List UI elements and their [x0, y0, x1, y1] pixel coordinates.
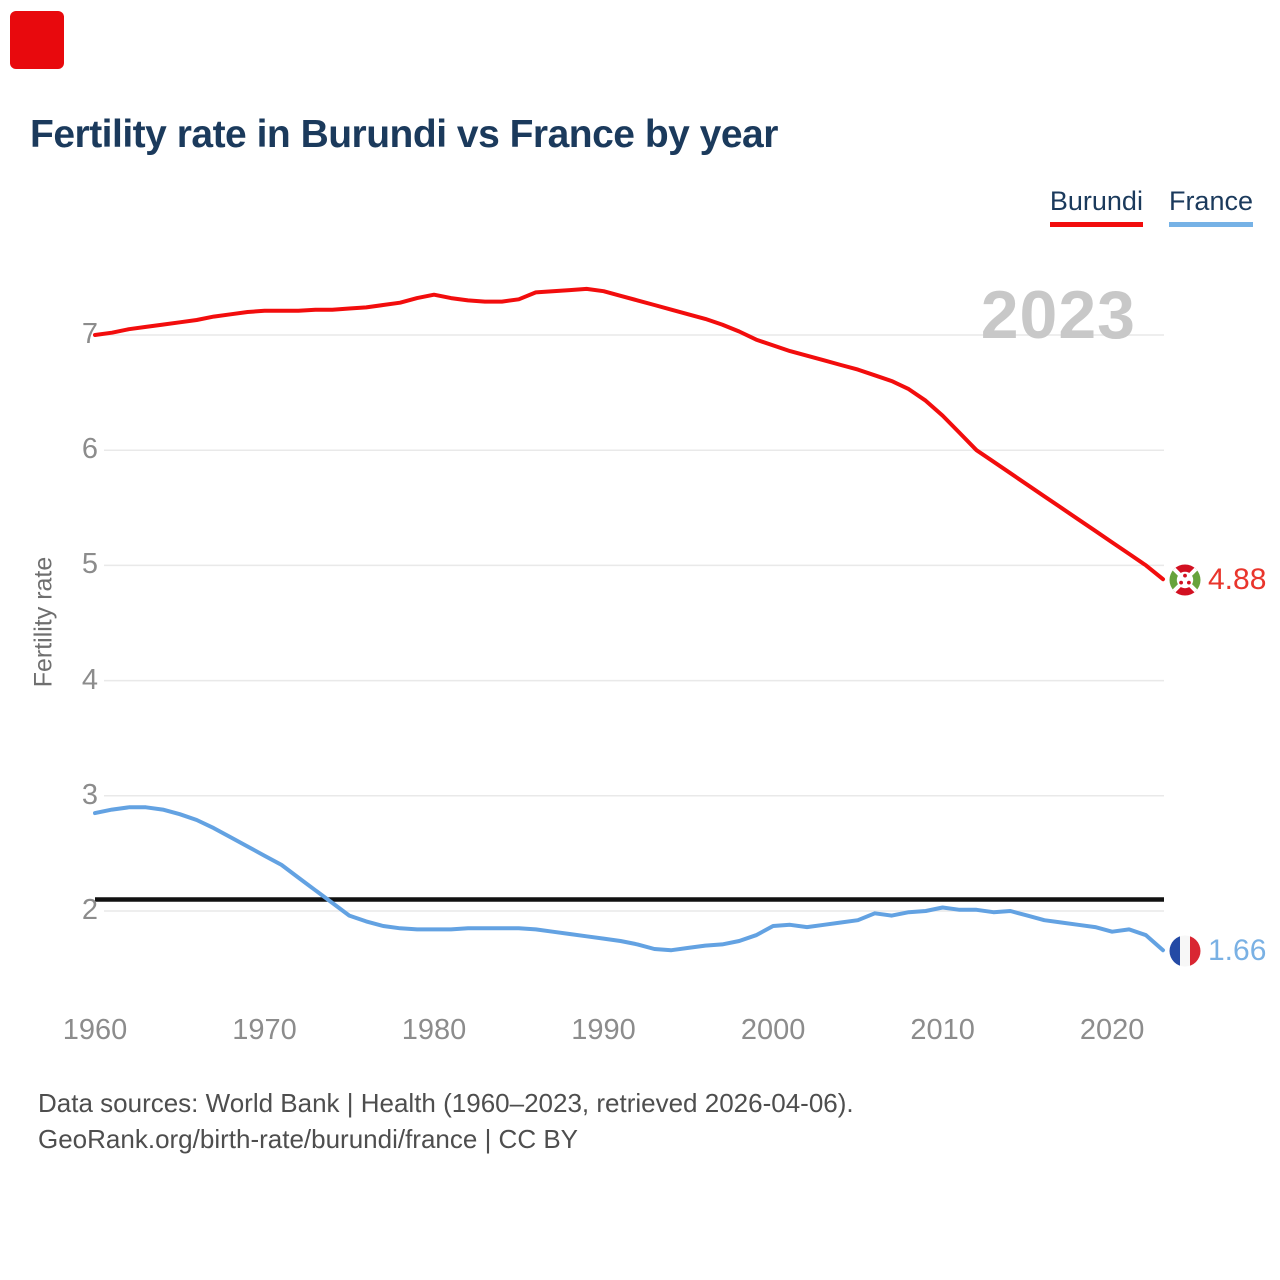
- legend-item-france[interactable]: France: [1168, 186, 1253, 227]
- france-end-value: 1.66: [1208, 934, 1267, 968]
- france-end-label: 1.66: [1169, 934, 1266, 968]
- y-tick-label-6: 6: [81, 433, 98, 466]
- y-tick-label-5: 5: [81, 548, 98, 581]
- y-tick-label-3: 3: [81, 778, 98, 811]
- x-tick-label-2010: 2010: [910, 1014, 975, 1046]
- y-tick-label-4: 4: [81, 663, 98, 696]
- burundi-end-label: 4.88: [1169, 563, 1266, 597]
- x-tick-label-1960: 1960: [62, 1014, 128, 1046]
- watermark-year: 2023: [981, 277, 1136, 353]
- burundi-line: [93, 286, 1165, 582]
- legend: Burundi France: [1049, 186, 1253, 227]
- x-tick-label-1990: 1990: [571, 1014, 636, 1046]
- x-tick-label-2000: 2000: [740, 1014, 806, 1046]
- x-tick-label-1980: 1980: [401, 1014, 467, 1046]
- france-flag-icon: [1169, 935, 1201, 967]
- x-tick-label-2020: 2020: [1079, 1014, 1145, 1046]
- red-marker-overlay: [10, 11, 64, 69]
- x-tick-label-1970: 1970: [232, 1014, 297, 1046]
- footer: Data sources: World Bank | Health (1960–…: [38, 1085, 854, 1157]
- footer-sources: Data sources: World Bank | Health (1960–…: [38, 1088, 854, 1118]
- burundi-flag-icon: [1169, 564, 1201, 596]
- chart-title: Fertility rate in Burundi vs France by y…: [30, 113, 778, 156]
- y-tick-label-7: 7: [81, 318, 98, 350]
- burundi-end-value: 4.88: [1208, 563, 1267, 597]
- y-axis-title: Fertility rate: [29, 556, 58, 688]
- y-tick-label-2: 2: [81, 894, 98, 926]
- legend-item-burundi[interactable]: Burundi: [1049, 186, 1143, 227]
- gridlines: [104, 334, 1164, 912]
- footer-attribution: GeoRank.org/birth-rate/burundi/france | …: [38, 1124, 579, 1154]
- france-line: [93, 805, 1165, 953]
